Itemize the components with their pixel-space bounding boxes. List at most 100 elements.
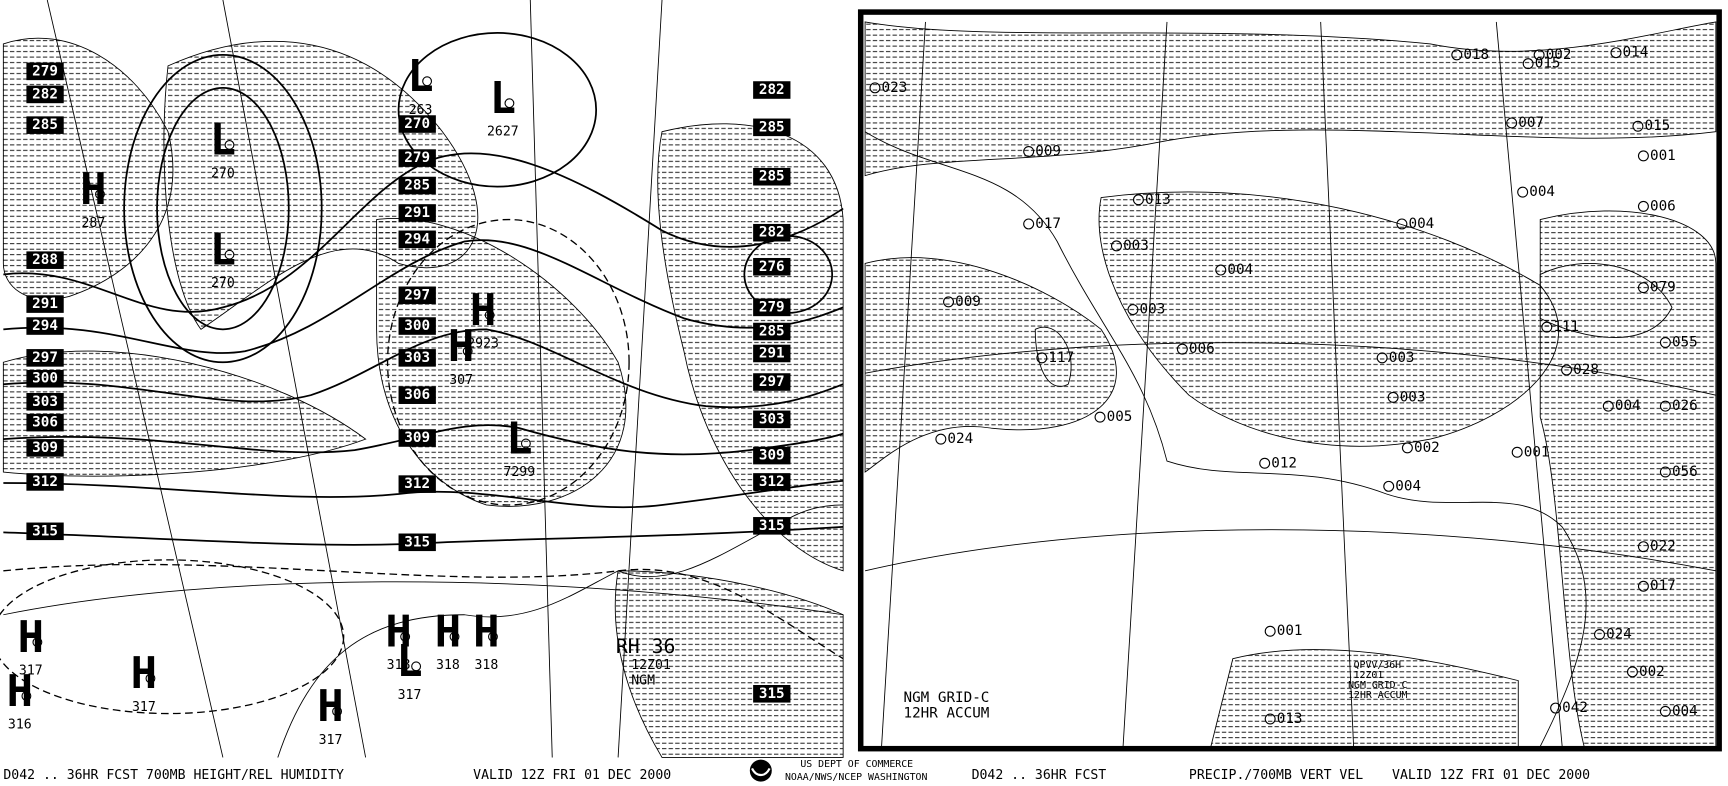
precip-marker [1094,411,1106,423]
precip-marker [1659,400,1671,412]
precip-value: 001 [1524,444,1550,460]
center-symbol: L [407,51,433,102]
center-marker [504,98,515,109]
height-box [398,429,436,447]
contour [3,479,844,509]
precip-marker [1264,713,1276,725]
height-label: 309 [404,430,430,446]
footer-text: PRECIP./700MB VERT VEL [1189,768,1363,783]
height-label: 303 [32,394,58,410]
precip-marker [1511,446,1523,458]
height-label: 312 [32,474,58,490]
footer-text: D042 .. 36HR FCST [972,768,1107,783]
height-label: 315 [32,523,58,539]
precip-value: 026 [1672,398,1698,414]
left-map [0,0,844,758]
height-box [398,230,436,249]
center-symbol: H [473,607,499,658]
height-label: 291 [32,296,58,312]
precip-area [1098,191,1560,447]
center-value: 317 [319,733,343,748]
precip-value: 006 [1189,341,1215,357]
precip-marker [1023,218,1035,230]
height-box [26,116,64,134]
vertical-velocity [1034,263,1673,387]
precip-value: 017 [1650,578,1676,594]
height-label: 306 [32,415,58,431]
center-value: 2627 [487,125,519,140]
precip-marker [1132,194,1144,206]
precip-marker [1259,457,1271,469]
center-value: 7299 [503,465,535,480]
height-label: 297 [404,287,430,303]
height-box [753,167,791,186]
precip-marker [1533,49,1545,61]
precip-value: 015 [1535,56,1561,72]
height-box [753,257,791,276]
footer-text: VALID 12Z FRI 01 DEC 2000 [1392,768,1590,783]
annotation: NGM [631,674,655,689]
center-value: 317 [19,664,43,679]
center-symbol: H [317,681,343,732]
height-box [398,149,436,167]
footer-text: US DEPT OF COMMERCE [800,759,913,770]
footer-text: NOAA/NWS/NCEP WASHINGTON [785,772,928,783]
precip-marker [1626,666,1638,678]
precip-value: 004 [1529,184,1555,200]
height-label: 279 [32,63,58,79]
center-symbol: H [435,607,461,658]
precip-marker [1550,702,1562,714]
humidity-area [614,570,844,758]
noaa-logo [749,759,772,782]
precip-marker [1541,321,1553,333]
precip-value: 005 [1107,409,1133,425]
height-box [753,685,791,703]
height-box [26,439,64,457]
height-box [753,446,791,465]
center-symbol: L [210,224,236,275]
precip-marker [1659,705,1671,717]
center-marker [422,76,433,87]
precip-marker [1561,364,1573,376]
precip-marker [1396,218,1408,230]
precip-marker [1176,343,1188,355]
precip-value: 001 [1277,623,1303,639]
precip-marker [1632,120,1644,132]
precip-marker [943,296,955,308]
precip-marker [1383,480,1395,492]
height-label: 297 [759,374,785,390]
height-label: 282 [32,86,58,102]
height-box [753,410,791,429]
precip-value: 003 [1123,238,1149,254]
precip-marker [1659,337,1671,348]
center-value: 318 [474,658,498,673]
height-label: 279 [759,299,785,315]
center-marker [488,631,498,642]
center-marker [411,661,422,672]
height-box [26,295,64,313]
center-symbol: H [131,648,157,699]
humidity-area [2,350,367,477]
precip-marker [1376,352,1388,364]
precip-area [864,21,1717,177]
rh-contour [386,218,630,506]
center-symbol: H [7,666,33,717]
precip-value: 014 [1623,45,1649,61]
precip-value: 117 [1048,350,1074,366]
precip-area [1539,210,1717,747]
center-marker [21,691,32,701]
height-box [398,176,436,195]
height-box [753,344,791,363]
precip-marker [1387,391,1399,403]
precip-value: 024 [1606,627,1632,643]
contour [3,424,844,456]
precip-marker [1401,442,1413,454]
height-label: 285 [759,119,785,135]
precip-value: 007 [1518,115,1544,131]
precip-marker [1637,200,1649,212]
center-value: 307 [449,373,473,388]
height-label: 285 [32,117,58,133]
precip-marker [1127,304,1139,316]
precip-marker [1610,47,1622,59]
height-label: 312 [404,476,430,492]
